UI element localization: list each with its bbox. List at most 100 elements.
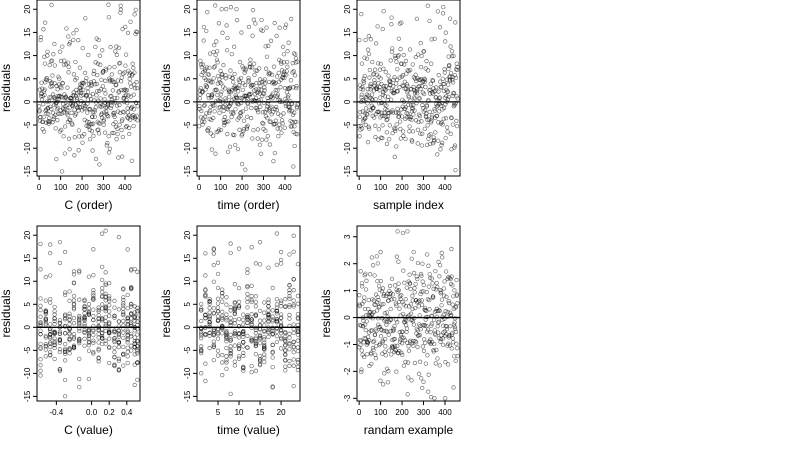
data-point	[82, 343, 87, 348]
data-point	[79, 108, 85, 113]
data-point	[269, 72, 275, 77]
data-point	[441, 116, 446, 121]
data-point	[452, 288, 457, 293]
data-point	[241, 366, 246, 371]
data-point	[99, 111, 104, 116]
data-point	[420, 102, 425, 108]
data-point	[367, 75, 372, 80]
data-point	[434, 347, 439, 353]
data-point	[48, 349, 53, 355]
data-point	[379, 110, 384, 115]
data-point	[231, 79, 236, 85]
data-point	[397, 294, 403, 299]
data-point	[362, 55, 367, 60]
data-point	[65, 108, 70, 113]
data-point	[393, 126, 398, 131]
y-tick-label: 0	[183, 99, 192, 104]
data-point	[273, 118, 279, 123]
data-point	[359, 61, 365, 66]
data-point	[287, 358, 292, 364]
x-tick-label: 100	[214, 183, 228, 192]
data-point	[233, 142, 238, 148]
data-point	[278, 261, 284, 266]
data-point	[232, 300, 237, 306]
data-point	[429, 61, 434, 66]
data-point	[241, 118, 247, 123]
data-point	[49, 106, 54, 112]
data-point	[93, 82, 98, 87]
data-point	[425, 123, 430, 128]
data-point	[135, 344, 140, 349]
data-point	[71, 90, 76, 95]
data-point	[266, 308, 271, 313]
data-point	[135, 339, 140, 344]
plot-frame	[36, 225, 141, 402]
data-point	[257, 334, 263, 339]
data-point	[426, 136, 431, 142]
data-point	[257, 359, 263, 364]
y-tick-label: -15	[183, 165, 192, 177]
data-point	[438, 147, 443, 152]
data-point	[134, 29, 140, 35]
data-point	[98, 62, 103, 67]
y-tick-label: 10	[23, 276, 32, 285]
data-point	[232, 331, 237, 337]
data-point	[396, 288, 401, 293]
data-point	[396, 259, 401, 264]
data-point	[67, 346, 72, 352]
data-point	[249, 65, 255, 70]
x-axis-label: time (order)	[217, 198, 279, 212]
data-point	[447, 62, 452, 68]
data-point	[67, 336, 72, 342]
data-point	[71, 344, 77, 350]
data-point	[211, 246, 216, 251]
x-axis-label: randam example	[364, 423, 454, 437]
data-point	[206, 72, 212, 77]
data-point	[454, 61, 459, 66]
data-point	[207, 108, 213, 114]
data-point	[232, 309, 237, 314]
data-point	[377, 324, 383, 330]
data-point	[270, 109, 276, 115]
y-tick-label: 15	[183, 253, 192, 262]
data-point	[48, 340, 53, 345]
data-point	[241, 368, 246, 373]
data-point	[234, 18, 240, 23]
data-point	[376, 298, 381, 303]
data-point	[124, 88, 130, 93]
data-point	[433, 332, 438, 338]
data-point	[411, 249, 416, 255]
y-tick-label: 5	[23, 76, 32, 81]
data-point	[112, 110, 117, 116]
data-point	[103, 338, 108, 343]
data-point	[429, 118, 434, 123]
data-point	[445, 89, 450, 94]
data-point	[266, 315, 271, 321]
data-point	[394, 122, 399, 127]
data-point	[418, 40, 423, 46]
data-point	[249, 363, 254, 369]
data-point	[224, 312, 229, 317]
data-point	[274, 339, 280, 345]
data-point	[271, 64, 277, 69]
data-point	[115, 131, 120, 137]
data-point	[249, 105, 254, 111]
data-point	[435, 356, 440, 361]
data-point	[116, 340, 122, 345]
data-point	[241, 330, 246, 335]
data-point	[384, 130, 389, 135]
data-point	[253, 313, 259, 319]
y-axis-label: residuals	[319, 64, 333, 112]
data-point	[432, 108, 438, 113]
data-point	[211, 331, 216, 336]
data-point	[52, 356, 57, 362]
data-point	[295, 364, 301, 369]
data-point	[224, 366, 229, 371]
data-point	[59, 95, 64, 100]
data-point	[134, 29, 139, 34]
data-point	[434, 314, 440, 319]
data-point	[103, 270, 108, 275]
data-point	[402, 79, 408, 84]
data-point	[415, 276, 420, 282]
